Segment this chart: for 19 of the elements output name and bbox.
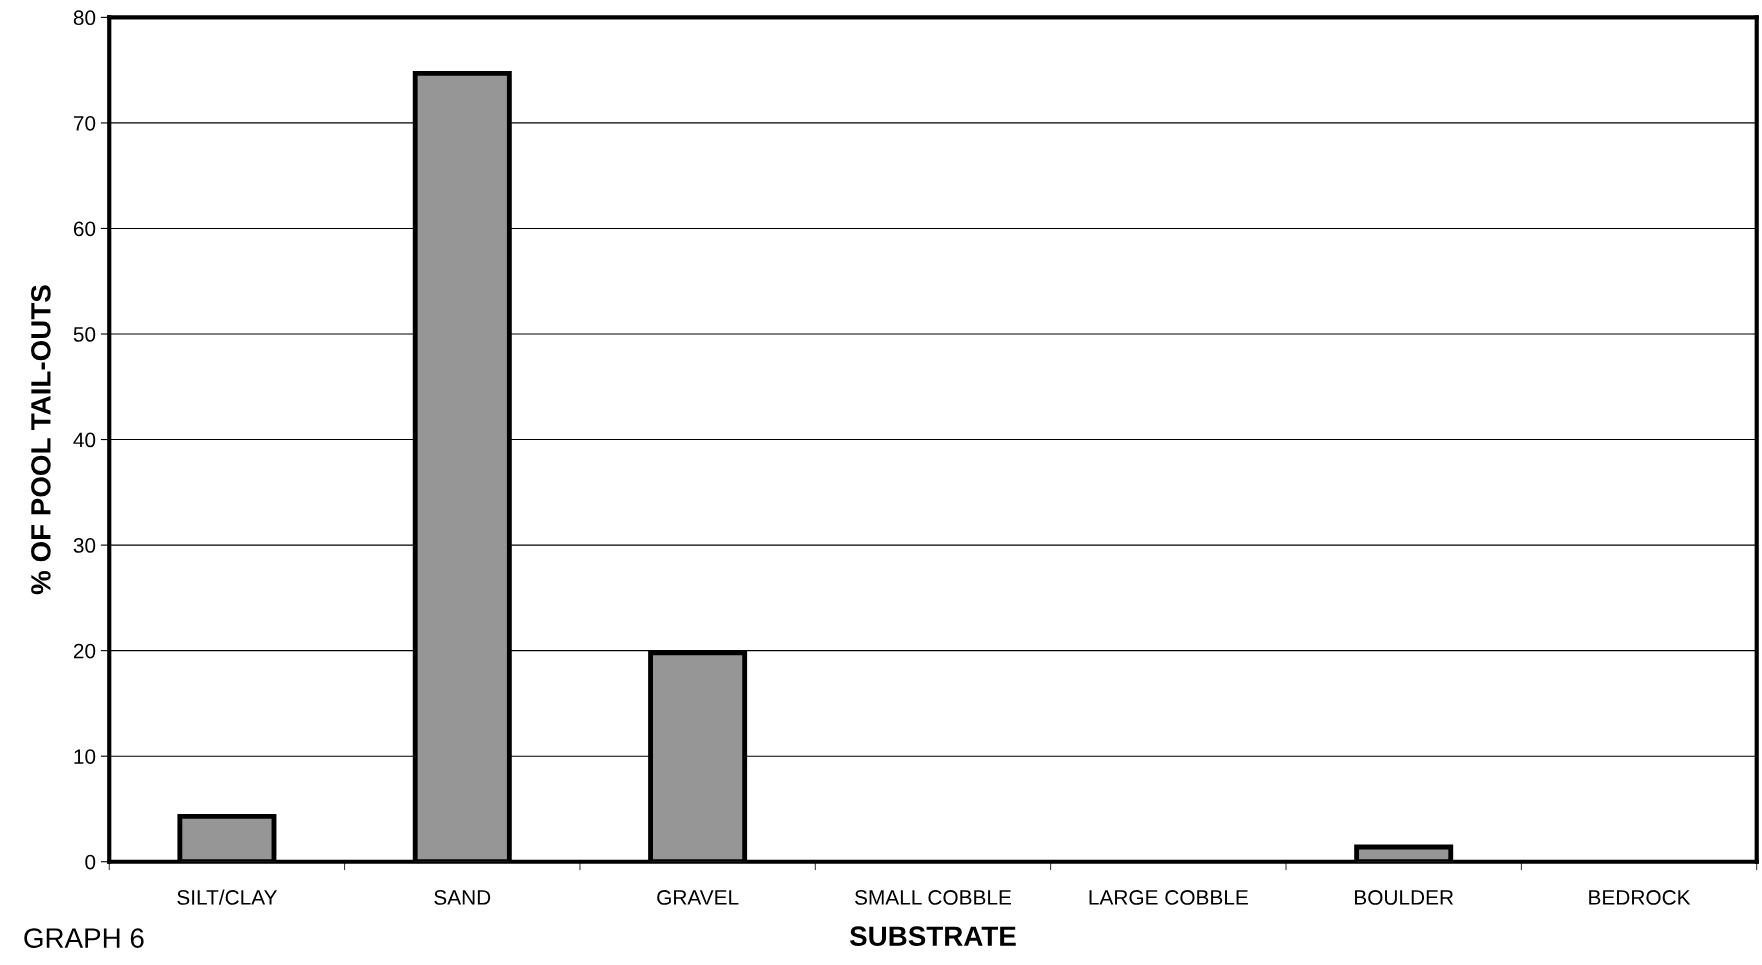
x-tick-label: BOULDER bbox=[1355, 890, 1454, 905]
y-tick-label: 70 bbox=[73, 115, 96, 131]
caption: GRAPH 6 bbox=[24, 928, 144, 948]
x-axis-title: SUBSTRATE bbox=[849, 926, 1016, 947]
y-tick-label: 30 bbox=[73, 538, 96, 553]
y-tick-label: 80 bbox=[73, 10, 96, 26]
y-tick-label: 0 bbox=[85, 854, 96, 870]
y-axis-title: % OF POOL TAIL-OUTS bbox=[31, 285, 51, 595]
y-tick-label: 10 bbox=[74, 749, 96, 764]
x-tick-label: BEDROCK bbox=[1589, 890, 1691, 905]
y-tick-label: 50 bbox=[73, 327, 96, 342]
x-tick-label: SMALL COBBLE bbox=[855, 890, 1012, 905]
x-tick-label: SILT/CLAY bbox=[177, 889, 278, 905]
x-tick-label: LARGE COBBLE bbox=[1089, 890, 1248, 905]
y-tick-label: 60 bbox=[73, 221, 96, 237]
y-tick-label: 20 bbox=[73, 643, 96, 659]
x-tick-label: SAND bbox=[434, 890, 491, 905]
x-tick-label: GRAVEL bbox=[657, 890, 739, 905]
y-tick-label: 40 bbox=[73, 432, 96, 448]
